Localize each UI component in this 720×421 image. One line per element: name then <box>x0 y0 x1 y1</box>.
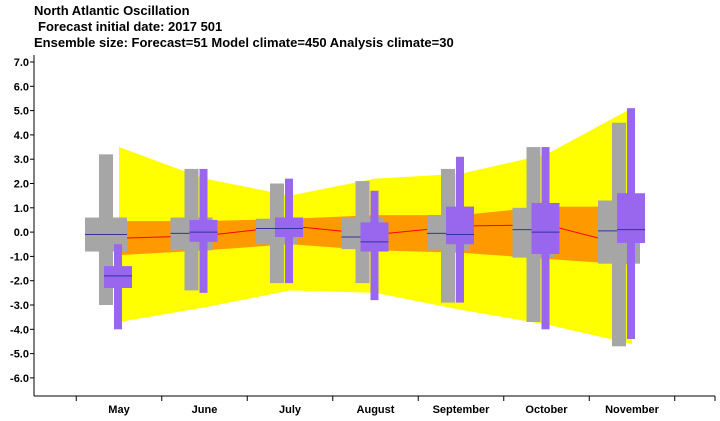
box-layer <box>85 108 645 347</box>
x-tick-label-july: July <box>279 404 302 416</box>
chart-subtitle-ensemble: Ensemble size: Forecast=51 Model climate… <box>34 35 454 50</box>
x-tick-label-august: August <box>357 404 395 416</box>
forecast-box-october <box>531 202 560 254</box>
y-tick-label: -3.0 <box>10 300 29 312</box>
axis-layer: 7.0 6.0 5.0 4.0 3.0 2.0 1.0 0.0 -1.0 -2.0 -3.0 -4.0… <box>10 55 716 416</box>
x-tick-label-november: November <box>605 404 660 416</box>
y-tick-label: 1.0 <box>14 203 29 215</box>
y-tick-label: 3.0 <box>14 154 29 166</box>
x-tick-label-may: May <box>108 404 130 416</box>
y-tick-label: 2.0 <box>14 179 29 191</box>
x-tick-label-september: September <box>433 404 491 416</box>
forecast-box-november <box>617 193 645 244</box>
y-tick-label: -5.0 <box>10 349 29 361</box>
y-tick-label: -4.0 <box>10 324 29 336</box>
y-tick-label: 6.0 <box>14 81 29 93</box>
chart-titles: North Atlantic Oscillation Forecast init… <box>34 3 454 51</box>
chart-title: North Atlantic Oscillation <box>34 3 190 18</box>
x-tick-label-october: October <box>525 404 568 416</box>
y-tick-label: 0.0 <box>14 227 29 239</box>
y-tick-label: -2.0 <box>10 276 29 288</box>
chart-subtitle-date: Forecast initial date: 2017 501 <box>38 19 223 34</box>
y-tick-label: 4.0 <box>14 130 29 142</box>
forecast-box-august <box>360 222 389 252</box>
forecast-box-june <box>189 219 218 242</box>
y-tick-label: 5.0 <box>14 106 29 118</box>
forecast-box-may <box>104 266 132 288</box>
y-tick-label: -1.0 <box>10 251 29 263</box>
forecast-box-september <box>446 206 474 245</box>
y-tick-label: -6.0 <box>10 373 29 385</box>
y-tick-label: 7.0 <box>14 57 29 69</box>
forecast-box-july <box>275 217 303 237</box>
x-tick-label-june: June <box>192 404 218 416</box>
